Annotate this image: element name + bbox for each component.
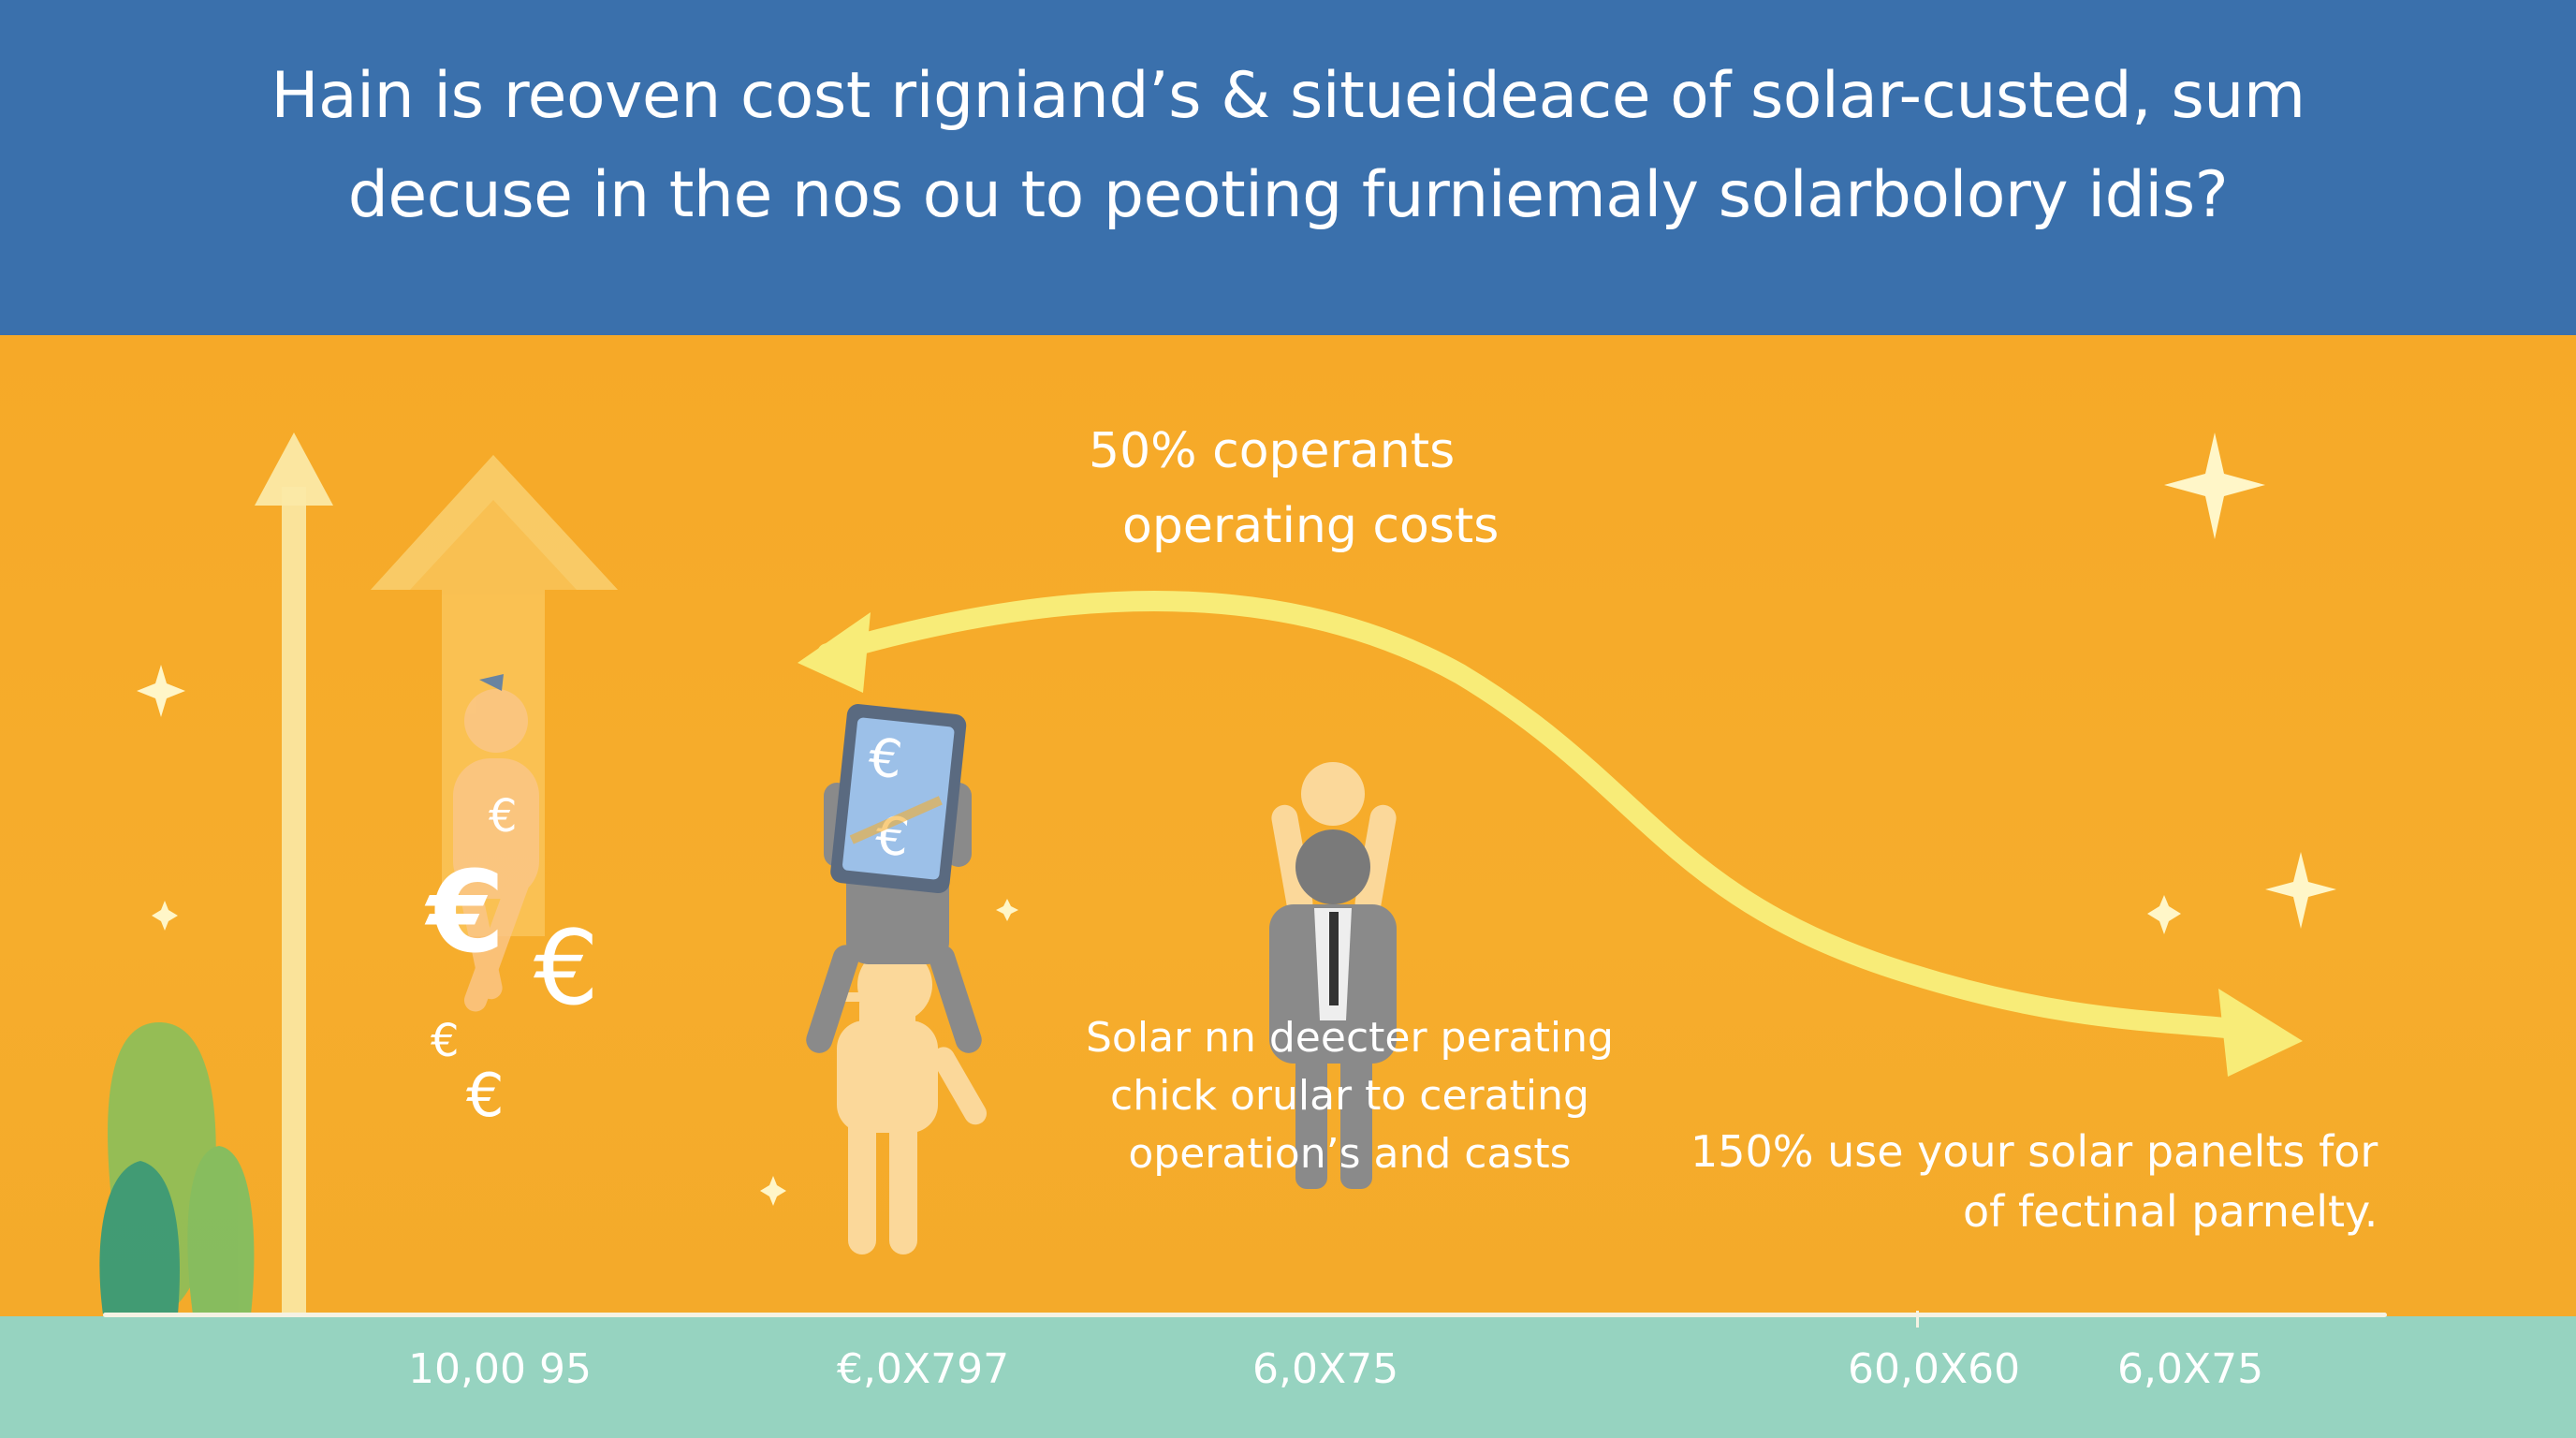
sparkle-icon	[996, 899, 1018, 921]
right-annotation-line-1: 150% use your solar panelts for	[1690, 1126, 2378, 1177]
euro-icon-medium: €	[534, 908, 599, 1028]
right-annotation: 150% use your solar panelts for of fecti…	[1690, 1122, 2378, 1241]
axis-label-4: 60,0X60	[1848, 1345, 2021, 1393]
euro-icons: € € € € €	[424, 790, 599, 1131]
top-annotation-line-1: 50% coperants	[1089, 423, 1456, 479]
top-annotation-line-2: operating costs	[1122, 498, 1500, 554]
timeline-axis	[103, 1313, 2387, 1317]
footer-band	[0, 1316, 2576, 1438]
euro-icon-tiny: €	[431, 1015, 460, 1067]
sparkle-icon	[2265, 852, 2336, 929]
axis-label-5: 6,0X75	[2117, 1345, 2264, 1393]
euro-icon-bottom: €	[466, 1062, 505, 1131]
middle-annotation-line-2: chick orular to cerating	[1110, 1072, 1589, 1120]
euro-icon-large: €	[424, 848, 505, 978]
title-line-2: decuse in the nos ou to peoting furniema…	[347, 158, 2229, 232]
curved-arrow-icon	[798, 591, 2303, 1077]
middle-annotation-line-3: operation’s and casts	[1128, 1130, 1572, 1178]
top-annotation: 50% coperants operating costs	[1089, 414, 1499, 564]
sparkle-icons	[137, 433, 2336, 1206]
businessman-icon	[1269, 762, 1397, 1189]
sparkle-icon	[760, 1176, 786, 1206]
middle-annotation-line-1: Solar nn deecter perating	[1086, 1014, 1614, 1062]
title-line-1: Hain is reoven cost rigniand’s & situeid…	[271, 59, 2305, 133]
middle-annotation: Solar nn deecter perating chick orular t…	[1086, 1009, 1614, 1183]
person-with-tablet-icon: € €	[806, 704, 987, 1255]
tree-icons	[99, 1022, 255, 1314]
sparkle-icon	[2164, 433, 2265, 539]
axis-label-3: 6,0X75	[1252, 1345, 1399, 1393]
sparkle-icon	[2147, 895, 2181, 934]
sparkle-icon	[137, 665, 185, 717]
euro-icon-tablet-1: €	[866, 727, 905, 791]
axis-tick	[1916, 1311, 1919, 1328]
euro-icon-small: €	[489, 790, 518, 843]
vertical-arrow-icon	[255, 433, 333, 1314]
person-icon-left	[453, 674, 539, 1012]
tablet-icon: € €	[830, 704, 967, 894]
axis-label-2: €,0X797	[837, 1345, 1010, 1393]
right-annotation-line-2: of fectinal parnelty.	[1962, 1186, 2378, 1237]
axis-label-1: 10,00 95	[408, 1345, 592, 1393]
page-title: Hain is reoven cost rigniand’s & situeid…	[0, 47, 2576, 245]
header-banner: Hain is reoven cost rigniand’s & situeid…	[0, 0, 2576, 335]
sparkle-icon	[152, 901, 178, 931]
